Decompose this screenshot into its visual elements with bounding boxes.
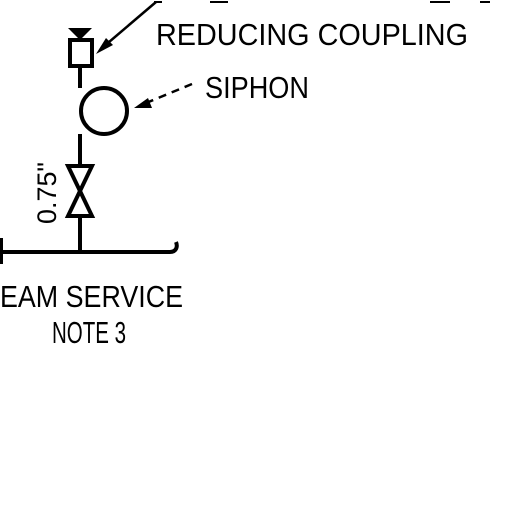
service-label-line2: NOTE 3 (52, 315, 126, 350)
service-label-line1: EAM SERVICE (0, 279, 183, 314)
siphon-leader-arrow (134, 82, 193, 108)
gate-valve-symbol (64, 164, 96, 218)
siphon-label: SIPHON (205, 70, 309, 105)
pipe-size-label: 0.75" (32, 162, 62, 224)
reducing-coupling-symbol (68, 28, 94, 68)
steam-service-header (0, 238, 179, 264)
coupling-leader-arrow (96, 1, 157, 54)
reducing-coupling-label: REDUCING COUPLING (156, 17, 468, 52)
siphon-symbol (79, 86, 129, 136)
